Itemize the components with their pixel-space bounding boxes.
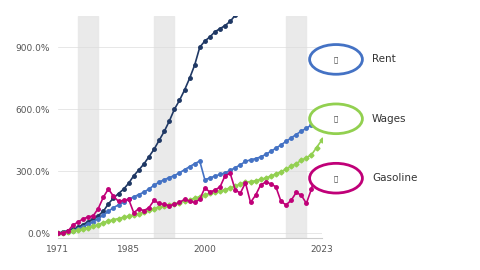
Text: 🏠: 🏠 bbox=[334, 56, 338, 63]
Text: Gasoline: Gasoline bbox=[372, 173, 418, 183]
Text: Wages: Wages bbox=[372, 114, 407, 124]
Bar bbox=[286, 16, 306, 238]
Bar bbox=[154, 16, 174, 238]
Text: ⛽: ⛽ bbox=[334, 175, 338, 181]
Text: 📋: 📋 bbox=[334, 116, 338, 122]
Text: Rent: Rent bbox=[372, 54, 396, 65]
Bar bbox=[78, 16, 98, 238]
